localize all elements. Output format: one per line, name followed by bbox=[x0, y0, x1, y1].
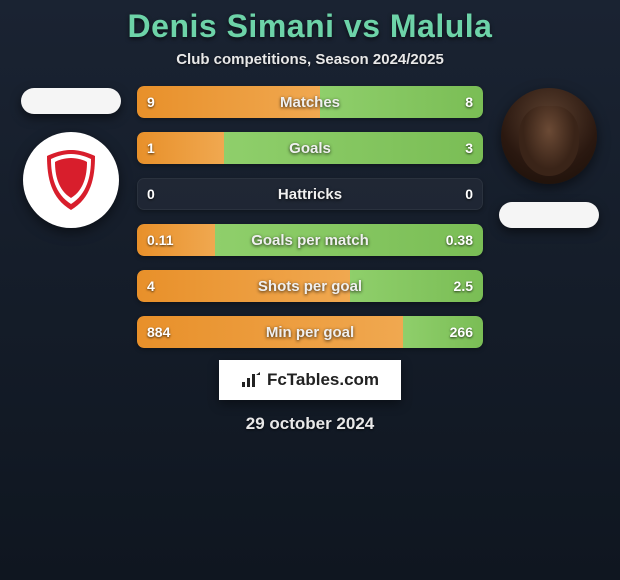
player-right-avatar bbox=[501, 88, 597, 184]
stat-label: Goals bbox=[137, 140, 483, 157]
stat-row: 13Goals bbox=[137, 132, 483, 164]
stat-row: 98Matches bbox=[137, 86, 483, 118]
chart-icon bbox=[241, 372, 261, 388]
brand-badge[interactable]: FcTables.com bbox=[219, 360, 401, 400]
subtitle: Club competitions, Season 2024/2025 bbox=[176, 51, 444, 68]
stat-row: 0.110.38Goals per match bbox=[137, 224, 483, 256]
stat-label: Hattricks bbox=[137, 186, 483, 203]
stat-label: Shots per goal bbox=[137, 278, 483, 295]
date-text: 29 october 2024 bbox=[246, 414, 375, 434]
stat-row: 00Hattricks bbox=[137, 178, 483, 210]
player-left-pill bbox=[21, 88, 121, 114]
brand-text: FcTables.com bbox=[267, 370, 379, 390]
stat-row: 42.5Shots per goal bbox=[137, 270, 483, 302]
main-area: 98Matches 13Goals 00Hattricks 0.110.38Goals… bbox=[0, 86, 620, 348]
player-right-column bbox=[495, 86, 603, 228]
comparison-card: Denis Simani vs Malula Club competitions… bbox=[0, 0, 620, 580]
stat-label: Min per goal bbox=[137, 324, 483, 341]
stats-table: 98Matches 13Goals 00Hattricks 0.110.38Goals… bbox=[137, 86, 483, 348]
shield-icon bbox=[43, 148, 99, 212]
player-left-club-badge bbox=[23, 132, 119, 228]
player-left-column bbox=[17, 86, 125, 228]
player-right-pill bbox=[499, 202, 599, 228]
page-title: Denis Simani vs Malula bbox=[128, 8, 493, 45]
stat-label: Goals per match bbox=[137, 232, 483, 249]
stat-row: 884266Min per goal bbox=[137, 316, 483, 348]
stat-label: Matches bbox=[137, 94, 483, 111]
